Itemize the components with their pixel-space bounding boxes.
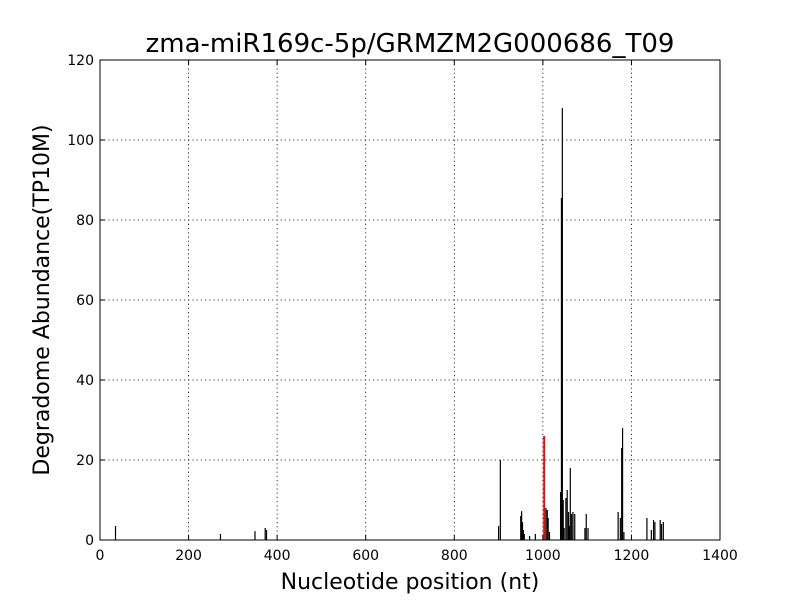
bars xyxy=(114,108,664,540)
x-tick-label: 1200 xyxy=(614,548,650,564)
y-tick-label: 0 xyxy=(85,533,94,549)
x-tick-labels: 0 200 400 600 800 1000 1200 1400 xyxy=(96,548,738,564)
y-tick-label: 80 xyxy=(76,213,94,229)
x-tick-label: 0 xyxy=(96,548,105,564)
x-tick-label: 400 xyxy=(264,548,291,564)
x-tick-label: 600 xyxy=(352,548,379,564)
y-axis-label: Degradome Abundance(TP10M) xyxy=(30,124,55,475)
x-tick-label: 1400 xyxy=(702,548,738,564)
y-tick-label: 60 xyxy=(76,293,94,309)
x-tick-label: 200 xyxy=(175,548,202,564)
y-tick-labels: 0 20 40 60 80 100 120 xyxy=(67,53,94,549)
x-tick-label: 1000 xyxy=(525,548,561,564)
x-axis-label: Nucleotide position (nt) xyxy=(281,570,540,595)
y-tick-label: 20 xyxy=(76,453,94,469)
y-tick-label: 100 xyxy=(67,133,94,149)
grid-lines xyxy=(100,60,720,540)
y-tick-label: 120 xyxy=(67,53,94,69)
chart-title: zma-miR169c-5p/GRMZM2G000686_T09 xyxy=(146,29,675,59)
x-tick-label: 800 xyxy=(441,548,468,564)
axis-ticks xyxy=(99,59,721,541)
y-tick-label: 40 xyxy=(76,373,94,389)
